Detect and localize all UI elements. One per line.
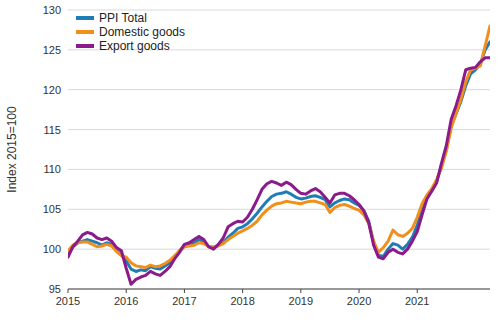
grid-line [68, 249, 490, 250]
x-tick-label: 2021 [405, 295, 429, 307]
grid-line [68, 129, 490, 130]
legend-label: Domestic goods [99, 25, 185, 39]
grid-line [68, 209, 490, 210]
y-tick-label: 120 [43, 84, 61, 96]
y-tick-label: 130 [43, 4, 61, 16]
x-tick [242, 289, 243, 293]
x-tick [300, 289, 301, 293]
y-axis-label: Index 2015=100 [5, 106, 19, 193]
grid-line [68, 169, 490, 170]
grid-line [68, 289, 490, 290]
x-tick [68, 289, 69, 293]
series-line [68, 42, 490, 272]
chart: 95 100 105 110 115 120 125 130 2015 2016 2017 2018 2… [0, 0, 500, 330]
x-tick [184, 289, 185, 293]
series-line [68, 26, 490, 268]
x-tick-label: 2020 [347, 295, 371, 307]
legend-swatch [76, 16, 94, 20]
y-tick-label: 105 [43, 203, 61, 215]
x-axis-line [68, 289, 490, 290]
x-tick-label: 2019 [289, 295, 313, 307]
y-tick-label: 115 [43, 124, 61, 136]
x-tick-label: 2017 [172, 295, 196, 307]
legend-label: Export goods [99, 39, 170, 53]
x-tick-label: 2018 [230, 295, 254, 307]
legend-swatch [76, 44, 94, 48]
y-tick-label: 95 [49, 283, 61, 295]
legend-swatch [76, 30, 94, 34]
x-tick-label: 2015 [56, 295, 80, 307]
y-tick-label: 100 [43, 243, 61, 255]
y-tick-label: 125 [43, 44, 61, 56]
y-tick-label: 110 [43, 163, 61, 175]
plot-area [68, 26, 490, 284]
legend-label: PPI Total [99, 11, 147, 25]
x-tick-label: 2016 [114, 295, 138, 307]
x-tick [359, 289, 360, 293]
x-tick [417, 289, 418, 293]
x-tick [126, 289, 127, 293]
grid-line [68, 89, 490, 90]
series-line [68, 58, 490, 284]
